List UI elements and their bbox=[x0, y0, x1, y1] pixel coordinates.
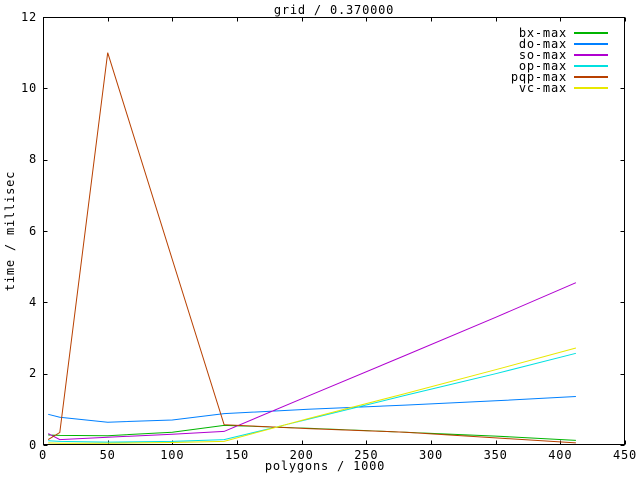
series-line-so-max bbox=[47, 282, 577, 441]
y-tick-label: 4 bbox=[28, 294, 37, 309]
y-tick-label: 12 bbox=[20, 9, 37, 24]
legend-line-sample bbox=[574, 64, 608, 67]
series-line-vc-max bbox=[48, 347, 577, 444]
y-tick-label: 6 bbox=[28, 223, 37, 238]
x-tick-label: 200 bbox=[289, 448, 314, 462]
x-tick-label: 250 bbox=[354, 448, 379, 462]
legend-label: vc-max bbox=[518, 80, 567, 95]
series-line-do-max bbox=[48, 396, 576, 423]
x-tick-label: 50 bbox=[99, 448, 116, 462]
legend-label: bx-max bbox=[518, 25, 567, 40]
legend-item-do-max: do-max bbox=[511, 36, 608, 51]
x-axis-title: polygons / 1000 bbox=[264, 459, 386, 473]
legend-line-sample bbox=[574, 31, 608, 34]
series-line-op-max bbox=[48, 352, 577, 443]
y-tick-label: 0 bbox=[28, 437, 37, 452]
legend-item-op-max: op-max bbox=[511, 58, 608, 73]
legend-item-pqp-max: pqp-max bbox=[510, 69, 608, 84]
legend-item-bx-max: bx-max bbox=[511, 25, 608, 40]
legend-label: pqp-max bbox=[510, 69, 567, 84]
legend-item-so-max: so-max bbox=[511, 47, 608, 62]
x-tick-label: 100 bbox=[160, 448, 185, 462]
y-tick-label: 10 bbox=[20, 80, 37, 95]
x-tick-label: 150 bbox=[224, 448, 250, 462]
legend-line-sample bbox=[574, 86, 608, 89]
series-line-pqp-max bbox=[47, 52, 576, 444]
x-tick-label: 0 bbox=[38, 448, 48, 462]
chart-title: grid / 0.370000 bbox=[273, 3, 395, 17]
series-line-bx-max bbox=[48, 424, 576, 441]
legend-line-sample bbox=[574, 42, 608, 45]
legend-label: do-max bbox=[518, 36, 567, 51]
legend-item-vc-max: vc-max bbox=[511, 80, 608, 95]
y-tick-label: 8 bbox=[28, 152, 37, 167]
legend-label: op-max bbox=[518, 58, 567, 73]
x-tick-label: 400 bbox=[548, 448, 573, 462]
x-tick-label: 300 bbox=[418, 448, 444, 462]
legend-line-sample bbox=[574, 75, 608, 78]
x-tick-label: 350 bbox=[483, 448, 508, 462]
x-tick-label: 450 bbox=[612, 448, 638, 462]
legend-line-sample bbox=[574, 53, 608, 56]
legend: bx-max do-max so-max op-max pqp-max vc-max bbox=[510, 25, 608, 95]
y-tick-label: 2 bbox=[28, 366, 37, 381]
legend-label: so-max bbox=[518, 47, 567, 62]
